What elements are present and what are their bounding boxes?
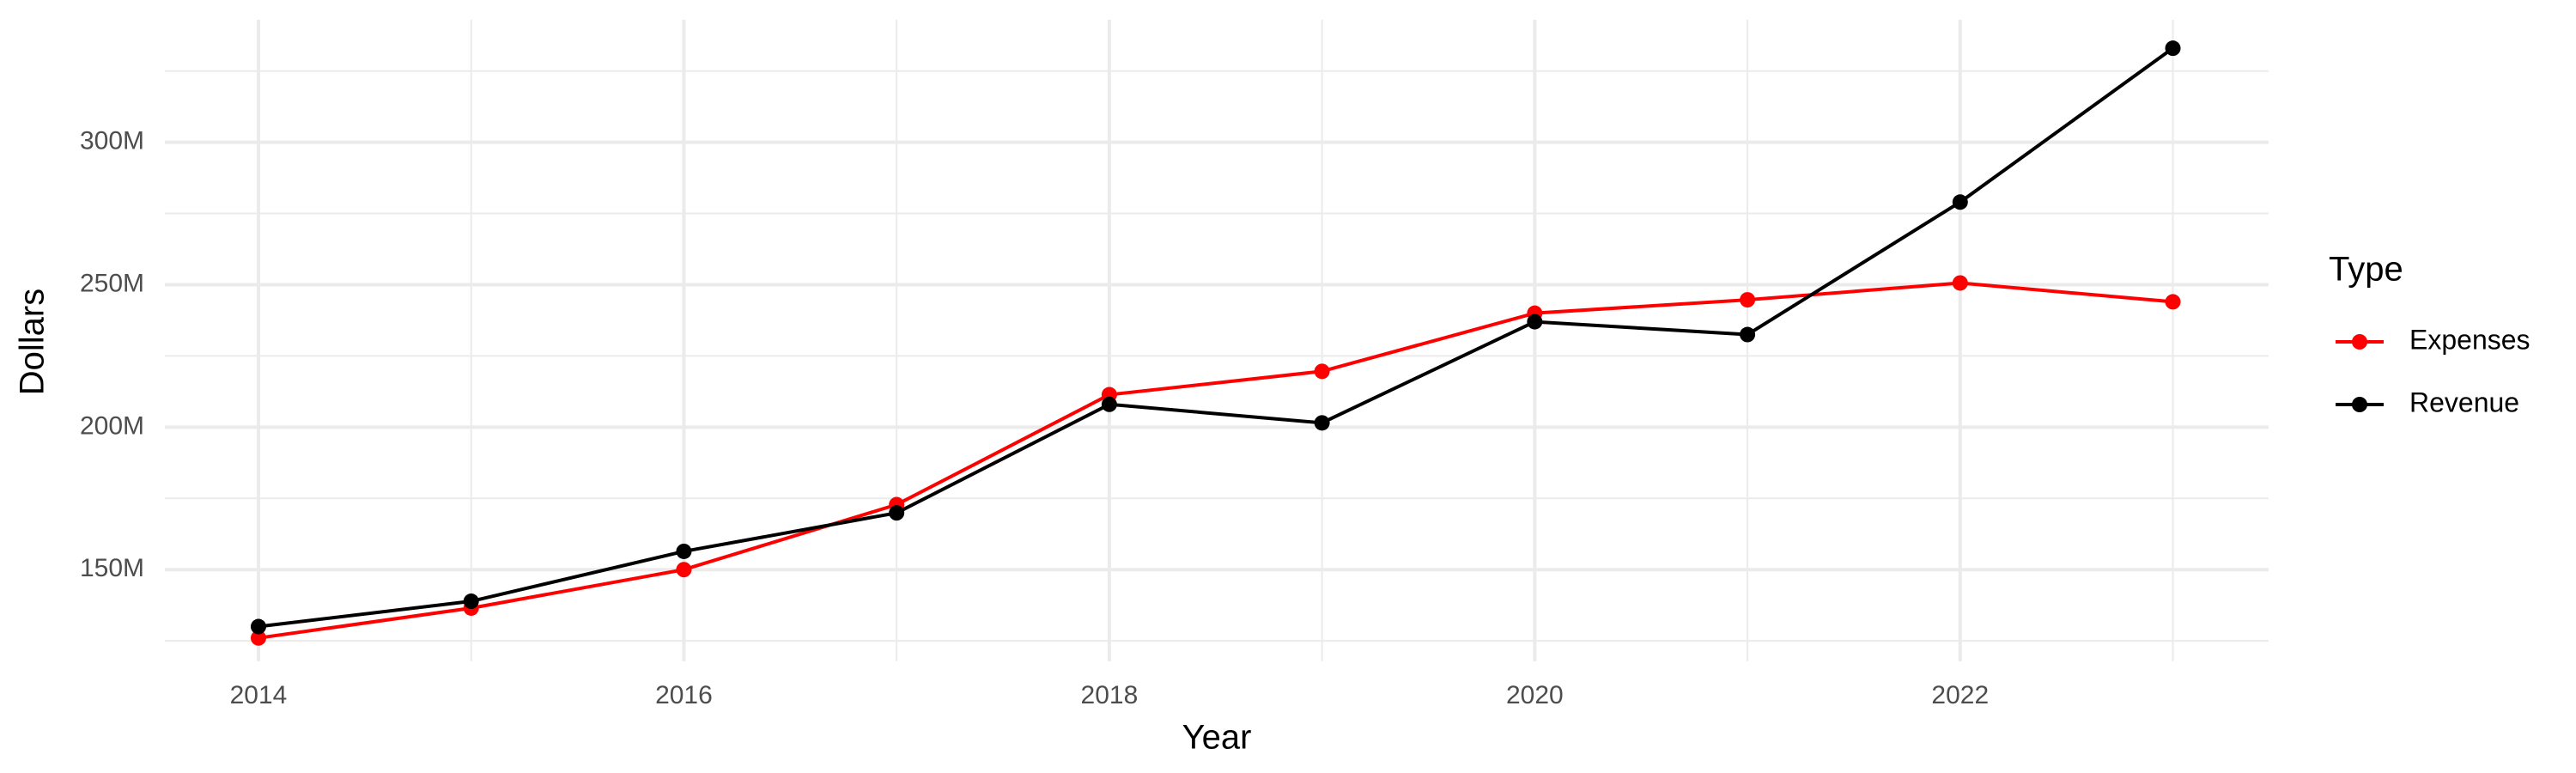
data-point <box>1314 415 1330 431</box>
legend-label: Revenue <box>2409 386 2519 417</box>
data-point <box>1740 326 1756 343</box>
legend-marker <box>2352 397 2367 412</box>
data-point <box>889 505 905 521</box>
x-tick-label: 2016 <box>655 681 713 709</box>
data-point <box>676 562 692 578</box>
x-tick-label: 2018 <box>1081 681 1139 709</box>
series-line <box>258 281 2173 640</box>
x-tick-label: 2020 <box>1506 681 1564 709</box>
y-tick-label: 200M <box>80 411 144 440</box>
data-point <box>1527 313 1543 330</box>
data-point <box>1101 396 1117 412</box>
data-point <box>676 543 692 559</box>
data-point <box>1952 275 1968 291</box>
y-tick-label: 150M <box>80 554 144 582</box>
data-point <box>1952 194 1968 210</box>
x-axis-title: Year <box>1182 719 1252 757</box>
data-point <box>2165 294 2181 310</box>
data-point <box>250 618 266 635</box>
data-point <box>2165 40 2181 57</box>
legend-marker <box>2352 334 2367 350</box>
legend-title: Type <box>2329 251 2403 289</box>
series-line <box>258 46 2174 629</box>
x-tick-label: 2014 <box>230 681 288 709</box>
data-point <box>250 630 266 646</box>
legend-label: Expenses <box>2409 324 2530 355</box>
y-tick-label: 300M <box>80 127 144 155</box>
y-axis-title: Dollars <box>14 289 52 395</box>
data-point <box>1740 292 1756 308</box>
x-tick-label: 2022 <box>1931 681 1989 709</box>
y-tick-label: 250M <box>80 269 144 297</box>
data-point <box>1314 363 1330 380</box>
data-point <box>463 593 479 610</box>
